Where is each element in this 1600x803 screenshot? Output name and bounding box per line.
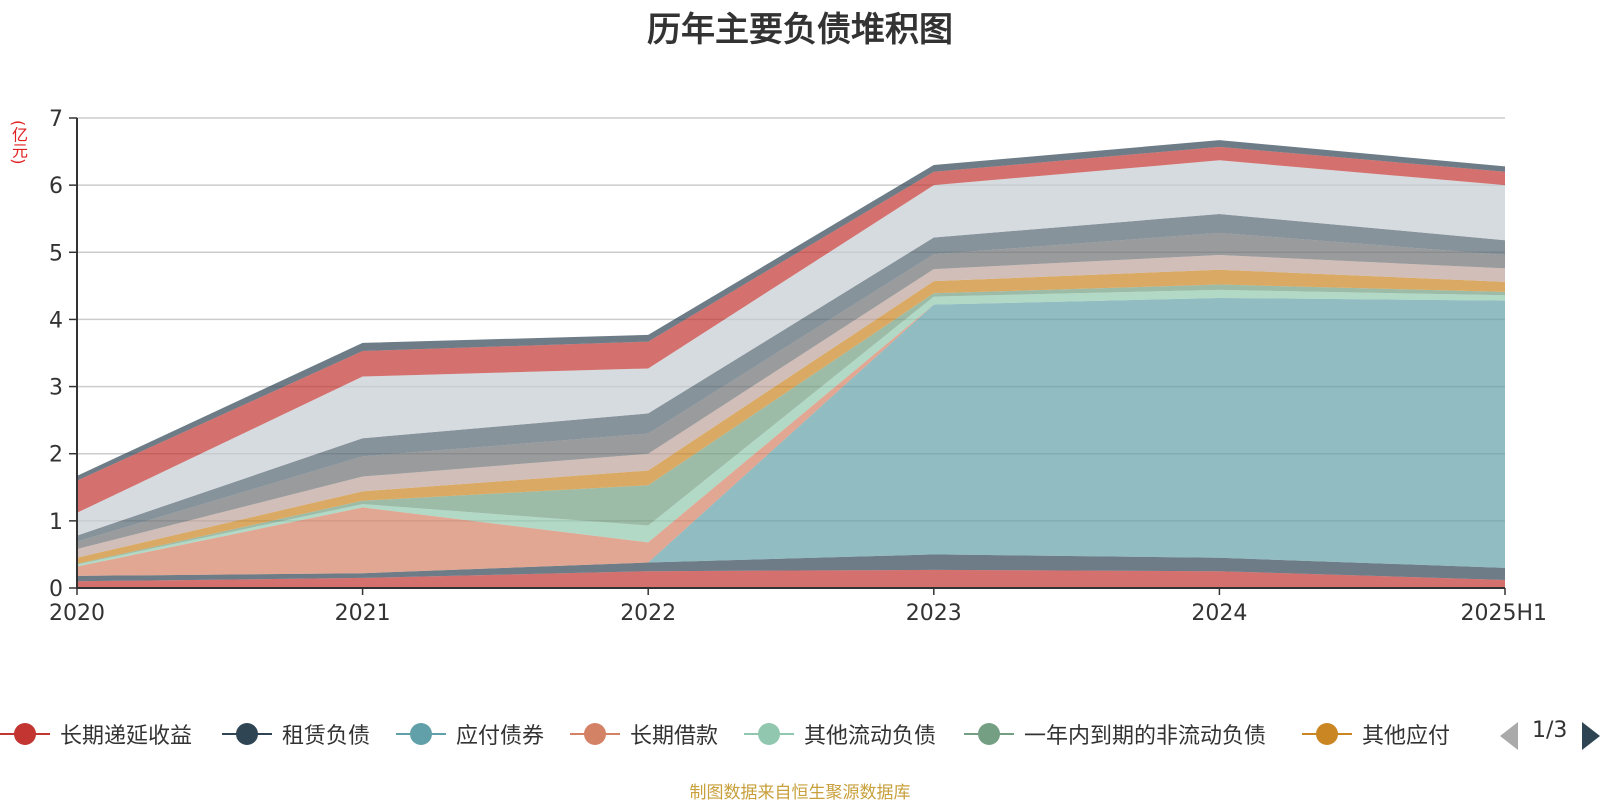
area-series-10 (77, 160, 1505, 536)
legend-label: 一年内到期的非流动负债 (1024, 724, 1267, 749)
y-tick-label: 4 (49, 308, 63, 333)
x-tick-label: 2021 (335, 601, 391, 626)
y-tick-label: 6 (49, 174, 63, 199)
legend-label: 其他应付 (1362, 724, 1451, 749)
area-series-7 (77, 254, 1505, 558)
legend-label: 长期递延收益 (60, 724, 193, 749)
legend-marker-icon (964, 719, 1014, 749)
x-tick-label: 2020 (49, 601, 105, 626)
axes: 0 1 2 3 4 5 6 7 2020 2021 2022 2023 2024 2025H1 (49, 107, 1547, 626)
legend: 长期递延收益 租赁负债 应付债券 长期借款 其他流动负债 一年内到期的非流动负债 其他应付 … (0, 712, 1600, 756)
legend-label: 应付债券 (456, 724, 545, 749)
x-tick-label: 2022 (620, 601, 676, 626)
legend-item-2[interactable]: 应付债券 (396, 712, 544, 756)
legend-marker-icon (570, 719, 620, 749)
area-series (77, 140, 1505, 588)
y-tick-label: 0 (49, 577, 63, 602)
area-series-1 (77, 554, 1505, 582)
y-tick-label: 1 (49, 510, 63, 535)
y-axis-unit-label: (亿元) (9, 120, 28, 165)
legend-label: 长期借款 (630, 724, 719, 749)
legend-item-0[interactable]: 长期递延收益 (0, 712, 192, 756)
legend-label: 其他流动负债 (804, 724, 937, 749)
y-tick-label: 5 (49, 241, 63, 266)
legend-item-5[interactable]: 一年内到期的非流动负债 (964, 712, 1266, 756)
legend-marker-icon (1302, 719, 1352, 749)
area-series-0 (77, 569, 1505, 588)
legend-marker-icon (0, 719, 50, 749)
area-series-8 (77, 232, 1505, 550)
y-tick-label: 2 (49, 443, 63, 468)
area-series-2 (77, 297, 1505, 576)
legend-item-3[interactable]: 长期借款 (570, 712, 718, 756)
legend-item-1[interactable]: 租赁负债 (222, 712, 370, 756)
legend-item-6[interactable]: 其他应付 (1302, 712, 1450, 756)
area-series-3 (77, 297, 1505, 576)
legend-page-indicator: 1/3 (1532, 718, 1568, 743)
source-note: 制图数据来自恒生聚源数据库 (689, 783, 911, 803)
x-tick-label: 2024 (1191, 601, 1247, 626)
legend-prev-page-icon[interactable] (1500, 722, 1518, 750)
legend-marker-icon (396, 719, 446, 749)
legend-pager: 1/3 (1500, 712, 1600, 756)
area-series-6 (77, 269, 1505, 564)
legend-marker-icon (222, 719, 272, 749)
legend-marker-icon (744, 719, 794, 749)
legend-next-page-icon[interactable] (1582, 722, 1600, 750)
chart-title: 历年主要负债堆积图 (647, 10, 953, 50)
x-tick-label: 2025H1 (1460, 601, 1547, 626)
legend-item-4[interactable]: 其他流动负债 (744, 712, 936, 756)
stacked-area-chart: 0 1 2 3 4 5 6 7 2020 2021 2022 2023 2024 2025H1 (49, 107, 1547, 626)
y-tick-label: 3 (49, 376, 63, 401)
y-tick-label: 7 (49, 107, 63, 132)
legend-label: 租赁负债 (282, 724, 371, 749)
x-tick-label: 2023 (906, 601, 962, 626)
